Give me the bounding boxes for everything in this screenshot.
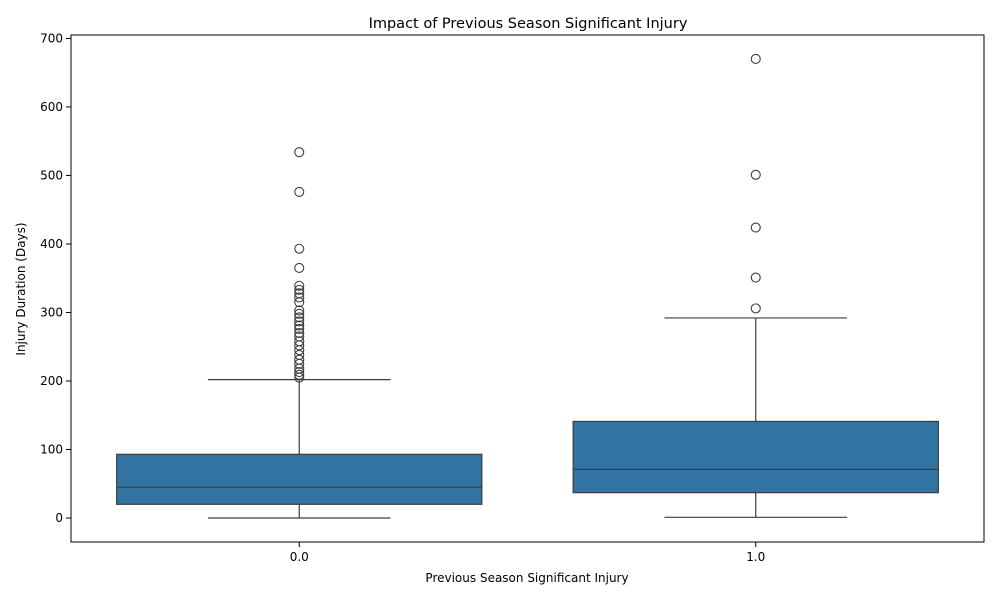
outlier-point — [294, 323, 305, 334]
outlier-point — [294, 288, 305, 299]
outlier-point — [294, 349, 305, 361]
chart-title: Impact of Previous Season Significant In… — [369, 16, 688, 32]
outlier-point — [294, 186, 305, 197]
outlier-point — [294, 243, 305, 254]
outlier-point — [294, 305, 305, 316]
x-tick-label: 1.0 — [746, 550, 765, 564]
box-group-0-0 — [116, 147, 483, 519]
outlier-point — [294, 336, 305, 347]
y-axis-label: Injury Duration (Days) — [14, 222, 28, 355]
y-tick-label: 500 — [40, 168, 63, 182]
y-tick-label: 600 — [40, 100, 63, 114]
x-tick-label: 0.0 — [290, 550, 309, 564]
plot-area — [116, 53, 939, 519]
outlier-point — [750, 303, 761, 314]
y-tick-label: 300 — [40, 305, 63, 319]
outlier-point — [294, 369, 305, 380]
y-tick-label: 700 — [40, 31, 63, 45]
axes: 0 100 200 300 400 500 600 700 0.0 1.0 — [40, 31, 985, 564]
outlier-point — [294, 367, 305, 378]
y-tick-label: 0 — [55, 511, 63, 525]
y-tick-label: 200 — [40, 374, 63, 388]
outlier-point — [294, 327, 305, 339]
outlier-point — [750, 169, 761, 180]
outlier-point — [294, 262, 305, 273]
outlier-point — [294, 312, 305, 323]
outlier-point — [750, 222, 761, 233]
outlier-point — [294, 280, 305, 291]
outlier-point — [294, 316, 305, 327]
y-tick-label: 400 — [40, 237, 63, 251]
outlier-point — [294, 284, 305, 295]
outlier-point — [294, 331, 305, 342]
outlier-point — [294, 308, 305, 319]
outlier-point — [294, 320, 305, 331]
outlier-point — [750, 53, 761, 65]
x-axis-label: Previous Season Significant Injury — [425, 571, 628, 585]
plot-frame — [70, 34, 985, 543]
outlier-point — [294, 147, 305, 158]
outlier-point — [294, 354, 305, 365]
box-iqr — [572, 420, 939, 494]
outlier-point — [294, 292, 305, 303]
box-iqr — [116, 453, 483, 505]
box-group-1-0 — [572, 53, 939, 518]
y-tick-label: 100 — [40, 443, 63, 457]
outlier-point — [750, 272, 761, 283]
